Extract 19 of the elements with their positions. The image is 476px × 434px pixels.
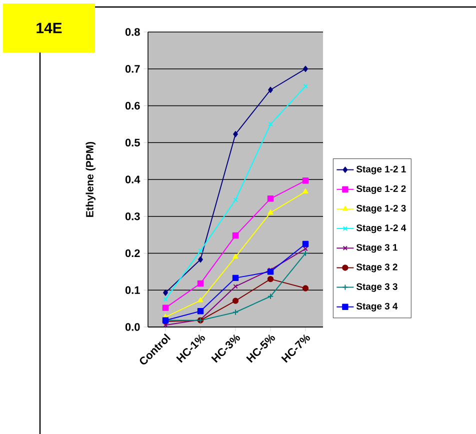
legend-label: Stage 3 3 (356, 283, 398, 292)
legend-label: Stage 3 2 (356, 264, 398, 272)
y-tick-label: 0.3 (125, 212, 140, 220)
chart-title: 14E (36, 22, 62, 34)
legend-label: Stage 1-2 2 (356, 185, 406, 194)
y-tick-label: 0.0 (125, 323, 140, 331)
y-tick-label: 0.5 (125, 138, 140, 146)
y-tick-label: 0.6 (125, 102, 140, 110)
legend-label: Stage 3 4 (356, 302, 398, 312)
legend-label: Stage 1-2 1 (356, 166, 406, 174)
y-tick-label: 0.4 (125, 176, 140, 184)
y-tick-label: 0.2 (125, 249, 140, 258)
y-axis-title: Ethylene (PPM) (86, 142, 96, 217)
legend-label: Stage 1-2 4 (356, 224, 406, 234)
legend-label: Stage 1-2 3 (356, 204, 406, 214)
legend-label: Stage 3 1 (356, 244, 398, 253)
y-tick-label: 0.8 (125, 28, 140, 36)
y-tick-label: 0.1 (125, 286, 140, 294)
y-tick-label: 0.7 (125, 64, 140, 73)
